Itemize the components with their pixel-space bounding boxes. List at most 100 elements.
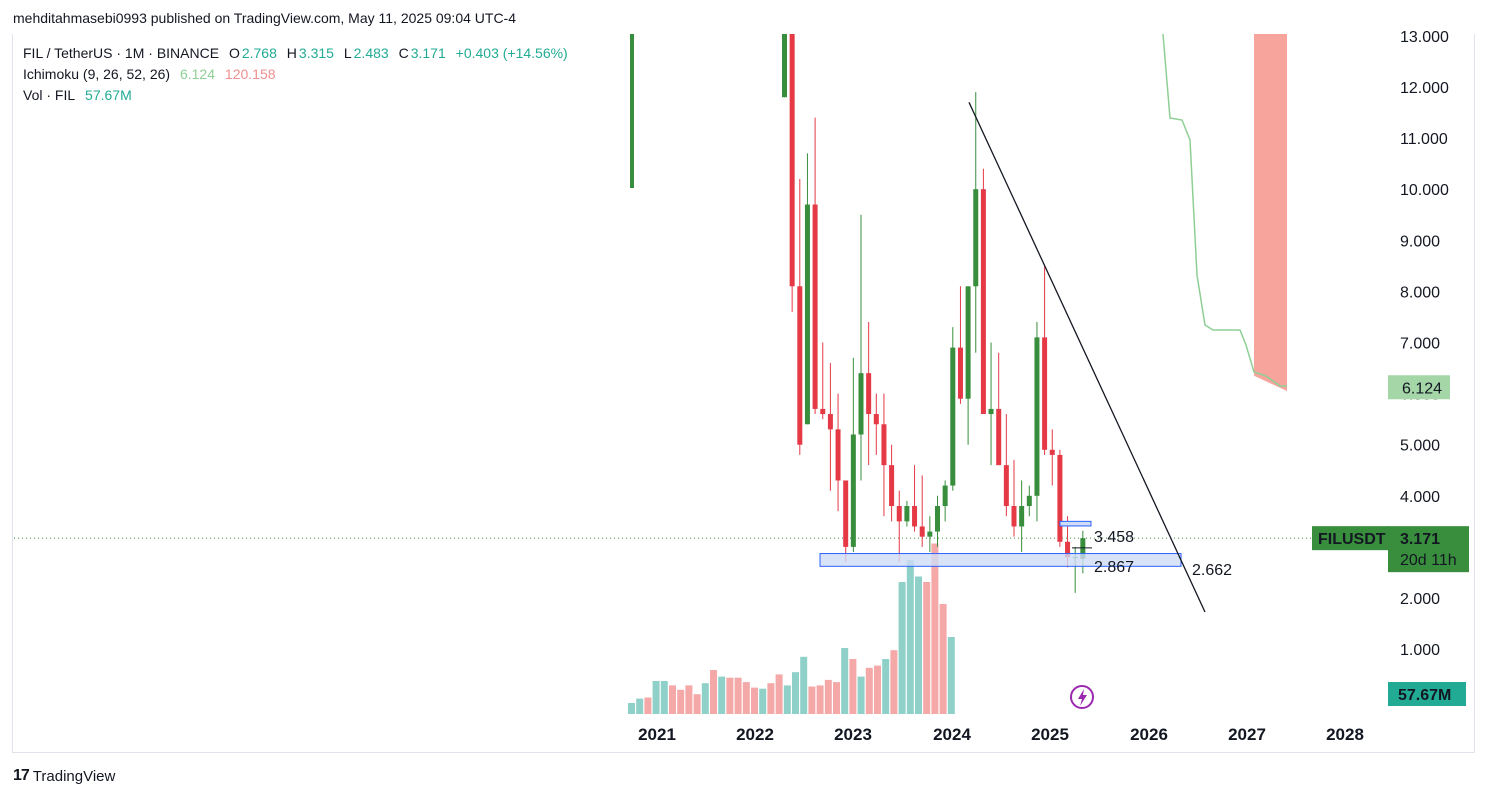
legend-high-label: H <box>286 45 297 61</box>
price-tag-countdown: 20d 11h <box>1400 552 1457 569</box>
price-tag-value: 3.171 <box>1400 531 1440 548</box>
candle-body <box>1042 337 1048 450</box>
y-axis-tick-label: 9.000 <box>1400 233 1440 250</box>
candle-body <box>942 485 948 507</box>
volume-bar <box>751 687 758 714</box>
volume-bar <box>677 689 685 714</box>
x-axis-year-label: 2023 <box>834 725 872 744</box>
volume-bar <box>783 685 791 714</box>
volume-bar <box>701 683 709 714</box>
candle-body <box>1080 538 1086 559</box>
candle-body <box>896 506 902 522</box>
candle-body <box>904 506 910 522</box>
volume-tag <box>1388 682 1466 706</box>
volume-legend[interactable]: Vol · FIL 57.67M <box>23 85 134 106</box>
ichimoku-span-b-value: 120.158 <box>224 66 276 82</box>
x-axis-year-label: 2024 <box>933 725 971 744</box>
candle-body <box>965 286 971 399</box>
candle-body <box>820 408 826 415</box>
candle-body <box>927 531 933 537</box>
trendline-target-label: 2.662 <box>1192 562 1232 579</box>
tradingview-logo-text: TradingView <box>32 767 116 785</box>
x-axis-year-label: 2027 <box>1228 725 1266 744</box>
candle-body <box>919 526 925 537</box>
volume-bar <box>669 685 676 714</box>
ichimoku-leading-span-line <box>1162 33 1287 387</box>
volume-value: 57.67M <box>85 87 132 103</box>
volume-bar <box>890 650 898 714</box>
candle-body <box>973 189 979 287</box>
candle-body <box>782 34 787 98</box>
candle-body <box>873 414 879 425</box>
candle-body <box>812 204 818 409</box>
volume-bar <box>841 648 849 714</box>
x-axis-year-label: 2026 <box>1130 725 1168 744</box>
tradingview-logo[interactable]: 17 TradingView <box>13 767 115 785</box>
volume-bar <box>652 681 660 714</box>
candle-body <box>850 434 856 547</box>
volume-bar <box>906 560 914 714</box>
candle-body <box>996 408 1002 466</box>
y-axis-tick-label: 10.000 <box>1400 182 1449 199</box>
legend-low-label: L <box>343 45 352 61</box>
volume-bar <box>915 576 922 714</box>
y-axis-tick-label: 7.000 <box>1400 336 1440 353</box>
descending-trendline <box>968 102 1206 613</box>
price-tag <box>1388 526 1469 573</box>
volume-label: Vol · FIL <box>23 87 76 103</box>
ichimoku-span-a-value: 6.124 <box>179 66 216 82</box>
legend-symbol: FIL / TetherUS · 1M · BINANCE <box>23 45 220 61</box>
legend-close-label: C <box>398 45 409 61</box>
volume-bar <box>833 682 840 714</box>
chart-frame <box>12 34 1475 753</box>
y-axis-tick-label: 12.000 <box>1400 80 1449 97</box>
candle-body <box>1011 506 1017 527</box>
volume-tag-label: 57.67M <box>1398 687 1451 704</box>
ichimoku-label: Ichimoku (9, 26, 52, 26) <box>23 66 171 82</box>
candle-body <box>988 408 994 415</box>
volume-bar <box>816 685 824 714</box>
volume-bar <box>636 698 644 714</box>
volume-bar <box>718 676 726 714</box>
legend-open: 2.768 <box>241 45 277 61</box>
volume-bar <box>882 659 890 714</box>
x-axis-year-label: 2025 <box>1031 725 1069 744</box>
lightning-bolt-icon <box>1078 689 1087 706</box>
candle-body <box>804 204 810 425</box>
y-axis-tick-label: 5.000 <box>1400 438 1440 455</box>
candle-body <box>835 429 841 481</box>
volume-bar <box>808 686 816 714</box>
legend-low: 2.483 <box>353 45 389 61</box>
volume-bar <box>734 677 742 714</box>
candle-body <box>858 373 864 435</box>
volume-bar <box>759 688 767 714</box>
resistance-level-label: 3.458 <box>1094 529 1134 546</box>
volume-bar <box>742 682 750 714</box>
x-axis-year-label: 2021 <box>638 725 676 744</box>
y-axis-tick-label: 2.000 <box>1400 591 1440 608</box>
volume-bar <box>726 677 734 714</box>
candle-body <box>827 414 833 430</box>
support-level-label: 2.867 <box>1094 559 1134 576</box>
resistance-zone <box>1059 520 1092 527</box>
symbol-price-tag <box>1312 526 1389 551</box>
ichimoku-cloud <box>1254 34 1287 392</box>
y-axis-tick-label: 1.000 <box>1400 642 1440 659</box>
volume-bar <box>685 685 693 714</box>
y-axis-tick-label: 4.000 <box>1400 489 1440 506</box>
volume-bar <box>693 694 701 714</box>
volume-bar <box>775 674 783 714</box>
volume-bar <box>931 543 939 714</box>
y-axis-tick-label: 8.000 <box>1400 284 1440 301</box>
legend-close: 3.171 <box>410 45 446 61</box>
tradingview-logo-icon: 17 <box>13 767 30 784</box>
candle-body <box>881 424 887 466</box>
volume-bar <box>947 637 955 714</box>
volume-bar <box>898 582 906 714</box>
ichimoku-legend[interactable]: Ichimoku (9, 26, 52, 26) 6.124 120.158 <box>23 64 278 85</box>
candle-body <box>866 373 872 415</box>
volume-bar <box>874 665 881 714</box>
symbol-legend[interactable]: FIL / TetherUS · 1M · BINANCE O 2.768 H 3.… <box>23 43 570 64</box>
volume-bar <box>644 697 652 714</box>
